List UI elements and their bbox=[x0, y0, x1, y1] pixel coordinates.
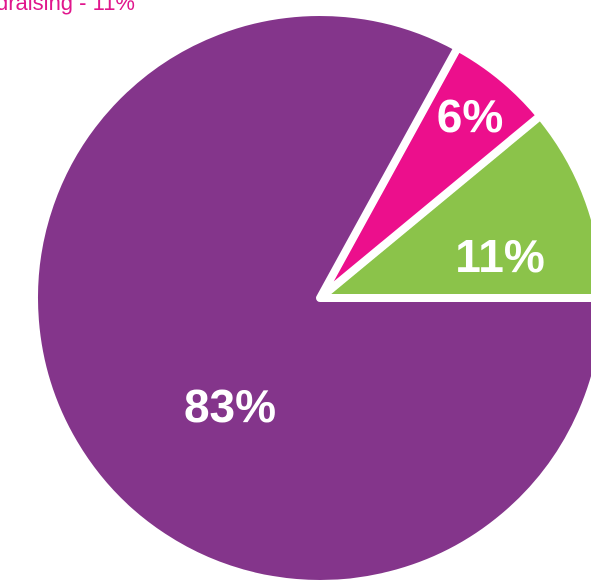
pie-slice bbox=[30, 8, 591, 582]
slices bbox=[30, 8, 591, 582]
value-label: 11% bbox=[455, 230, 545, 282]
pie-slice bbox=[316, 111, 591, 302]
labels: 11% 6% 83% bbox=[184, 90, 545, 432]
value-label: 83% bbox=[184, 380, 276, 432]
value-label: 6% bbox=[437, 90, 503, 142]
annotation: draising - 11% bbox=[0, 0, 135, 15]
